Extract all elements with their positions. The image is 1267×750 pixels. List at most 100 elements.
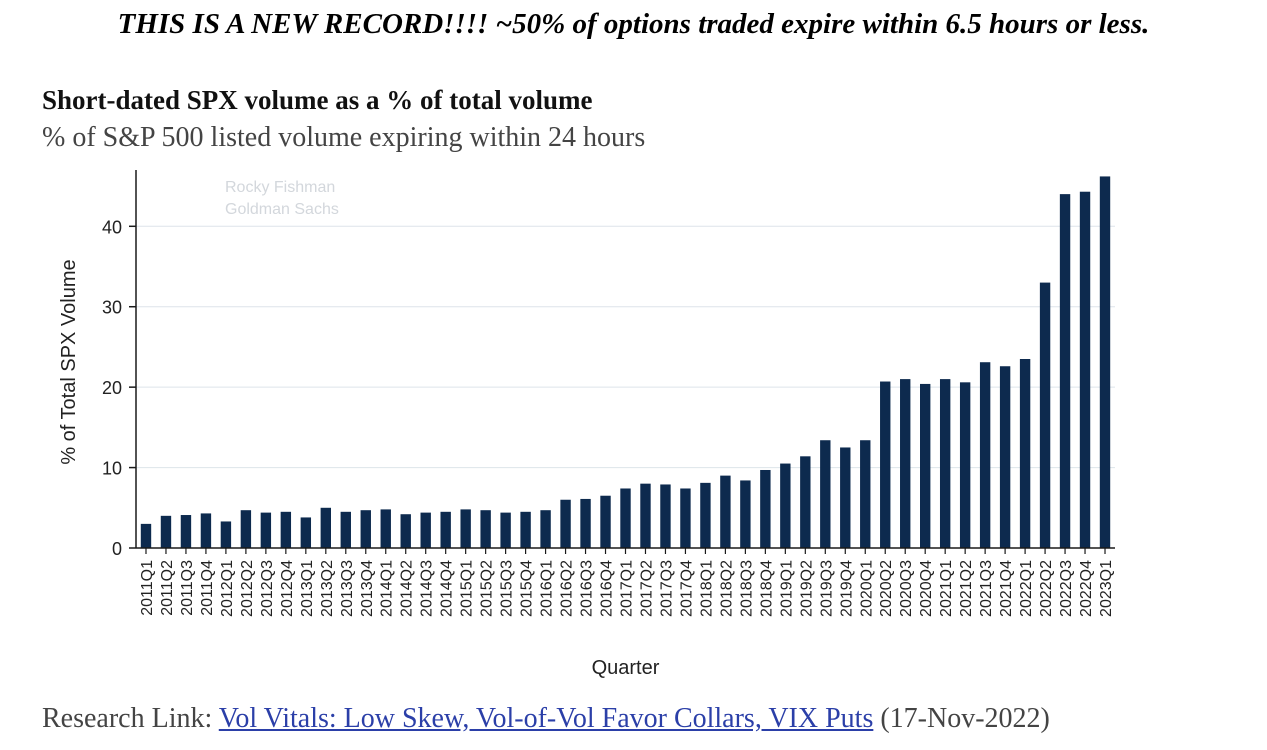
x-tick-label: 2022Q4 [1078,560,1095,617]
bar [840,447,851,548]
bar [720,475,731,548]
bar [300,517,312,548]
x-tick-label: 2011Q2 [159,560,176,616]
bar [700,482,711,548]
bar [999,366,1011,548]
bar [140,523,152,548]
bar [919,383,931,548]
x-tick-label: 2016Q3 [579,560,596,617]
bar [380,509,391,548]
x-tick-label: 2021Q1 [938,560,955,617]
bar [640,483,651,548]
x-tick-label: 2021Q2 [958,560,975,617]
research-footer: Research Link: Vol Vitals: Low Skew, Vol… [42,703,1050,735]
bar [680,488,691,548]
x-tick-label: 2017Q2 [638,560,655,617]
x-tick-label: 2019Q1 [778,560,795,617]
bar [1099,176,1111,549]
bar [880,381,891,548]
bar [600,495,611,548]
x-tick-label: 2014Q2 [399,560,416,617]
x-tick-label: 2019Q4 [838,560,855,617]
bar [860,440,871,548]
y-axis-label: % of Total SPX Volume [58,259,80,464]
x-tick-label: 2017Q4 [678,560,695,617]
bar [340,511,351,548]
bar [420,512,431,548]
x-tick-label: 2022Q2 [1038,560,1055,617]
bar [959,382,971,548]
bar [360,510,371,548]
bar [760,469,771,548]
x-tick-label: 2021Q3 [978,560,995,617]
x-tick-label: 2013Q2 [319,560,336,617]
bar [1039,282,1051,548]
bar [280,511,292,548]
chart-subtitle: % of S&P 500 listed volume expiring with… [42,122,646,153]
x-tick-label: 2017Q3 [658,560,675,617]
x-tick-label: 2023Q1 [1098,560,1115,617]
bar [460,509,471,548]
x-tick-label: 2016Q4 [599,560,616,617]
bar [1079,191,1091,548]
watermark-text: Goldman Sachs [225,201,339,218]
bar [1059,194,1071,548]
bar [560,499,571,548]
x-tick-label: 2012Q4 [279,560,296,617]
watermark-text: Rocky Fishman [225,179,335,196]
chart-title: Short-dated SPX volume as a % of total v… [42,85,593,115]
x-tick-label: 2013Q1 [299,560,316,617]
bar [800,456,811,548]
bar [480,510,491,548]
y-tick-label: 30 [102,298,122,318]
x-tick-label: 2014Q3 [419,560,436,617]
bar [540,510,551,548]
x-tick-label: 2021Q4 [998,560,1015,617]
x-tick-label: 2012Q1 [219,560,236,617]
bar [660,484,671,548]
bar [820,440,831,548]
x-tick-label: 2018Q3 [738,560,755,617]
bar [979,362,991,548]
x-tick-label: 2017Q1 [619,560,636,617]
bar [500,512,511,548]
x-tick-label: 2013Q4 [359,560,376,617]
x-tick-label: 2020Q2 [878,560,895,617]
x-tick-label: 2014Q4 [439,560,456,617]
x-tick-label: 2013Q3 [339,560,356,617]
bar [220,521,232,548]
bar [1019,359,1031,548]
x-tick-label: 2014Q1 [379,560,396,617]
x-tick-label: 2020Q3 [898,560,915,617]
y-tick-label: 40 [102,217,122,237]
bar [580,498,591,548]
x-tick-label: 2015Q2 [479,560,496,617]
x-tick-label: 2015Q1 [459,560,476,617]
bar [780,463,791,548]
bar [320,507,332,548]
x-tick-label: 2015Q4 [519,560,536,617]
y-tick-label: 10 [102,459,122,479]
footer-prefix: Research Link: [42,703,213,734]
x-tick-label: 2012Q3 [259,560,276,617]
x-tick-label: 2011Q4 [199,560,216,616]
x-tick-label: 2020Q1 [858,560,875,617]
bar [520,511,531,548]
x-tick-label: 2018Q2 [718,560,735,617]
x-tick-label: 2019Q3 [818,560,835,617]
y-tick-label: 20 [102,378,122,398]
x-tick-label: 2018Q1 [698,560,715,617]
x-tick-label: 2011Q1 [139,560,156,616]
bar [180,515,192,548]
x-tick-label: 2015Q3 [499,560,516,617]
x-tick-label: 2016Q1 [539,560,556,617]
bar [200,513,212,548]
bar [900,379,911,548]
x-tick-label: 2016Q2 [559,560,576,617]
bar [400,514,411,548]
x-axis-label: Quarter [592,657,660,679]
x-tick-label: 2022Q3 [1058,560,1075,617]
headline: THIS IS A NEW RECORD!!!! ~50% of options… [117,8,1150,40]
x-tick-label: 2011Q3 [179,560,196,616]
research-link[interactable]: Vol Vitals: Low Skew, Vol-of-Vol Favor C… [218,703,874,734]
